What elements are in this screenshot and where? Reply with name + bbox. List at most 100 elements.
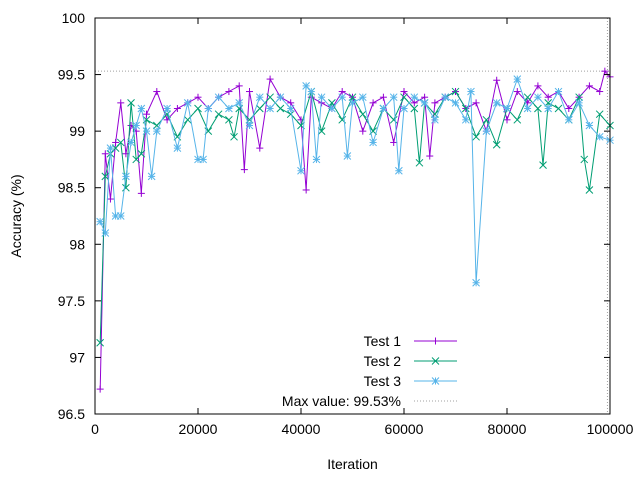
data-point <box>214 110 223 119</box>
plot-frame <box>94 17 611 415</box>
data-point <box>194 104 202 113</box>
data-point <box>132 121 141 130</box>
data-point <box>348 99 357 107</box>
y-tick-label: 99 <box>69 123 85 139</box>
data-point <box>152 127 161 135</box>
data-point <box>225 104 233 113</box>
series-line <box>99 77 611 283</box>
data-point <box>96 217 105 226</box>
data-point <box>266 93 274 102</box>
data-point <box>317 93 326 102</box>
data-point <box>359 127 367 135</box>
data-point <box>101 150 109 158</box>
y-tick-label: 97 <box>69 349 85 365</box>
data-point <box>101 172 110 181</box>
data-point <box>544 104 553 113</box>
data-point <box>112 138 120 146</box>
series-2 <box>96 87 614 347</box>
data-point <box>595 110 604 119</box>
data-point <box>580 155 589 164</box>
data-point <box>235 99 244 107</box>
data-point <box>461 115 470 124</box>
data-point <box>328 99 336 107</box>
y-tick-label: 98.5 <box>58 180 85 196</box>
data-point <box>492 140 501 149</box>
data-point <box>96 338 105 347</box>
data-point <box>348 93 357 102</box>
data-point <box>116 138 125 147</box>
data-point <box>245 121 254 130</box>
data-point <box>554 104 563 113</box>
series-1 <box>96 67 614 393</box>
y-axis-ticks: 96.5 97 97.5 98 98.5 99 99.5 100 <box>58 10 610 422</box>
data-point <box>595 132 604 141</box>
data-point <box>575 99 583 107</box>
data-point <box>389 115 398 124</box>
data-point <box>358 110 367 119</box>
data-point <box>513 75 522 83</box>
data-point <box>467 87 475 96</box>
data-point <box>286 110 295 119</box>
data-point <box>302 186 310 194</box>
data-point <box>523 93 532 102</box>
data-point <box>106 144 115 152</box>
data-point <box>143 110 150 118</box>
data-point <box>585 186 594 194</box>
legend-label: Test 2 <box>364 353 402 369</box>
data-point <box>266 75 274 83</box>
data-point <box>431 357 440 365</box>
data-point <box>415 158 424 167</box>
series-line <box>99 89 611 343</box>
data-point <box>266 104 274 113</box>
data-point <box>163 104 171 113</box>
data-point <box>410 104 419 113</box>
legend-label: Max value: 99.53% <box>282 393 401 409</box>
data-point <box>596 88 604 96</box>
data-point <box>137 149 146 158</box>
data-point <box>235 82 243 90</box>
y-tick-label: 96.5 <box>58 406 85 422</box>
y-tick-label: 100 <box>62 10 86 26</box>
data-point <box>601 67 609 75</box>
data-point <box>503 116 511 124</box>
data-point <box>400 93 408 102</box>
data-point <box>585 121 594 130</box>
data-point <box>534 104 542 113</box>
data-point <box>389 93 398 102</box>
legend-label: Test 3 <box>364 373 402 389</box>
data-point <box>492 99 501 107</box>
data-point <box>410 93 419 102</box>
data-point <box>214 93 223 102</box>
data-point <box>338 93 347 102</box>
data-point <box>358 93 367 102</box>
data-point <box>297 116 305 124</box>
x-tick-label: 0 <box>91 421 99 437</box>
data-point <box>503 104 511 113</box>
data-point <box>204 104 213 113</box>
x-tick-label: 80000 <box>488 421 527 437</box>
data-point <box>307 87 316 96</box>
data-point <box>394 166 403 175</box>
data-point <box>255 93 264 102</box>
data-point <box>96 385 104 393</box>
data-point <box>328 104 336 113</box>
data-point <box>523 104 532 113</box>
data-point <box>173 105 181 113</box>
data-point <box>147 172 156 181</box>
data-point <box>575 93 583 102</box>
data-point <box>432 337 439 345</box>
data-point <box>451 87 460 96</box>
data-point <box>441 93 450 102</box>
data-point <box>225 115 233 124</box>
data-point <box>585 82 593 90</box>
x-axis-ticks: 0 20000 40000 60000 80000 100000 <box>91 18 634 437</box>
series-line <box>99 70 611 390</box>
y-axis-label: Accuracy (%) <box>8 174 24 257</box>
legend: Test 1 Test 2 Test 3 Max value: 99.53% <box>282 333 457 409</box>
data-point <box>137 104 146 113</box>
x-tick-label: 40000 <box>282 421 321 437</box>
data-point <box>276 93 285 102</box>
data-point <box>390 138 398 146</box>
data-point <box>431 115 439 124</box>
